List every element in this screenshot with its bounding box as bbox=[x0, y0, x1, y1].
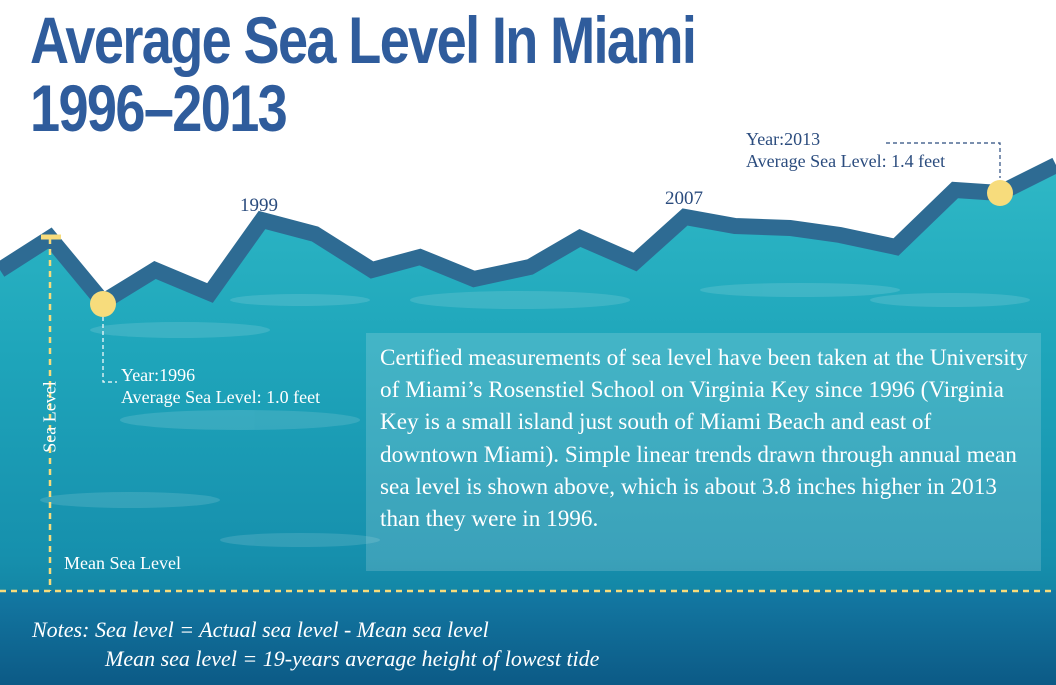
notes: Notes: Sea level = Actual sea level - Me… bbox=[32, 615, 599, 673]
mean-sea-level-label: Mean Sea Level bbox=[64, 553, 181, 573]
notes-line-2: Mean sea level = 19-years average height… bbox=[105, 646, 600, 671]
year-label-2007: 2007 bbox=[665, 188, 703, 209]
point-2013 bbox=[987, 180, 1013, 206]
annotation-2013: Year:2013 Average Sea Level: 1.4 feet bbox=[746, 128, 945, 172]
annotation-1996-year: Year:1996 bbox=[121, 365, 196, 385]
annotation-1996-level: Average Sea Level: 1.0 feet bbox=[121, 387, 321, 407]
water-area bbox=[0, 165, 1056, 685]
title-line-1: Average Sea Level In Miami bbox=[30, 3, 697, 77]
year-label-1999: 1999 bbox=[240, 195, 278, 216]
leader-2013 bbox=[886, 142, 1001, 178]
annotation-1996: Year:1996 Average Sea Level: 1.0 feet bbox=[121, 364, 320, 408]
deep-water-band bbox=[0, 590, 1056, 685]
notes-line-1: Notes: Sea level = Actual sea level - Me… bbox=[32, 617, 489, 642]
page-title: Average Sea Level In Miami 1996–2013 bbox=[30, 3, 697, 145]
light-ripples bbox=[40, 283, 1030, 547]
y-axis-label: Sea Level bbox=[39, 381, 60, 453]
point-1996 bbox=[90, 291, 116, 317]
description-text: Certified measurements of sea level have… bbox=[366, 333, 1041, 571]
annotation-2013-year: Year:2013 bbox=[746, 129, 821, 149]
title-line-2: 1996–2013 bbox=[30, 71, 288, 145]
leader-1996 bbox=[102, 317, 117, 383]
sea-level-line bbox=[0, 157, 1056, 313]
annotation-2013-level: Average Sea Level: 1.4 feet bbox=[746, 151, 946, 171]
